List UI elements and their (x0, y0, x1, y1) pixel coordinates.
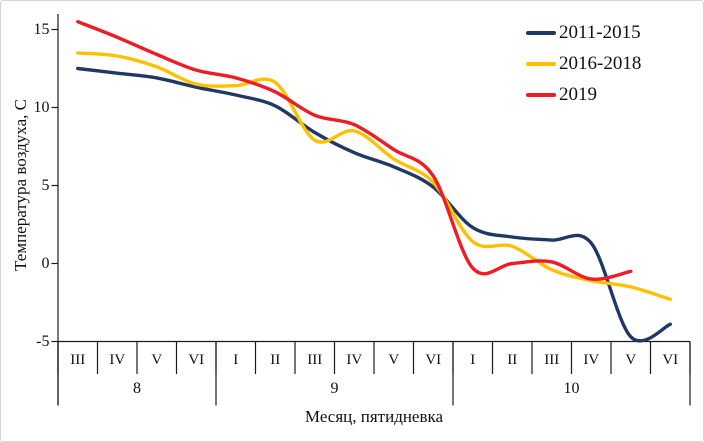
fiveday-label: VI (425, 352, 442, 368)
fiveday-label: I (233, 352, 239, 368)
y-tick-label: 10 (33, 98, 50, 116)
series-line-2011-2015 (76, 66, 672, 343)
fiveday-label: III (307, 352, 323, 368)
legend-line-swatch (526, 92, 556, 97)
fiveday-label: V (625, 352, 637, 368)
legend-line-swatch (526, 61, 556, 66)
month-label: 8 (133, 380, 141, 397)
legend-label: 2011-2015 (559, 21, 641, 43)
fiveday-label: VI (188, 352, 205, 368)
y-tick-label: -5 (36, 332, 50, 350)
fiveday-label: IV (109, 352, 126, 368)
legend-line-swatch (526, 30, 556, 35)
fiveday-label: II (270, 352, 281, 368)
y-tick-label: 5 (41, 176, 50, 194)
fiveday-label: V (388, 352, 400, 368)
x-axis-title: Месяц, пятидневка (304, 407, 444, 426)
fiveday-label: IV (583, 352, 600, 368)
series-line-2016-2018 (76, 51, 672, 302)
fiveday-label: III (544, 352, 560, 368)
legend-label: 2016-2018 (559, 52, 642, 74)
month-label: 10 (563, 380, 580, 397)
fiveday-label: II (507, 352, 518, 368)
fiveday-label: IV (346, 352, 363, 368)
fiveday-label: VI (662, 352, 679, 368)
legend-item: 2016-2018 (526, 48, 641, 79)
fiveday-label: V (151, 352, 163, 368)
y-tick-label: 0 (41, 254, 50, 272)
fiveday-label: III (70, 352, 86, 368)
y-tick-label: 15 (33, 20, 50, 38)
legend-item: 2011-2015 (526, 17, 641, 48)
fiveday-label: I (470, 352, 476, 368)
month-label: 9 (330, 380, 339, 397)
legend-item: 2019 (526, 79, 641, 110)
legend-label: 2019 (559, 83, 597, 105)
legend: 2011-2015 2016-2018 2019 (526, 17, 641, 110)
series-line-2019 (76, 20, 633, 281)
